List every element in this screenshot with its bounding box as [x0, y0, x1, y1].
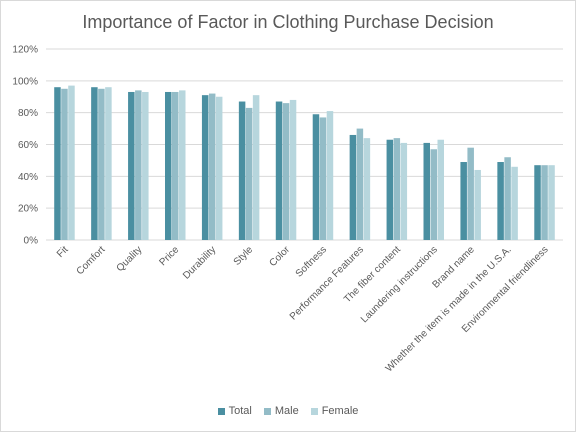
legend-label: Male [274, 405, 299, 417]
bar-total [534, 165, 541, 240]
bar-female [474, 169, 481, 240]
y-tick-label: 20% [18, 204, 38, 215]
legend-item-female: Female [310, 405, 359, 417]
bar-female [363, 138, 371, 240]
bar-male [467, 147, 474, 240]
bar-female [511, 166, 518, 240]
bar-male [356, 128, 364, 240]
x-tick-label: Laundering instructions [359, 244, 440, 325]
legend-item-male: Male [263, 405, 299, 417]
bar-total [165, 91, 172, 240]
x-tick-label: Price [157, 244, 181, 268]
y-tick-label: 40% [18, 172, 38, 183]
bar-female [252, 95, 260, 241]
bar-total [386, 139, 394, 240]
legend-label: Female [321, 405, 359, 417]
legend: Total Male Female [1, 405, 575, 417]
y-tick-label: 80% [18, 108, 38, 119]
legend-swatch [310, 407, 318, 415]
plot-area: 0% 20% 40% 60% 80% 100% 120% Fit Comfort Quality P… [12, 45, 563, 374]
x-tick-label: Comfort [75, 244, 108, 277]
legend-label: Total [228, 405, 252, 417]
bar-total [460, 162, 467, 240]
x-tick-label: Style [232, 244, 256, 268]
legend-item-total: Total [217, 405, 252, 417]
bar-male [61, 88, 68, 241]
x-tick-label: Quality [115, 244, 145, 274]
bar-male [98, 88, 105, 241]
legend-swatch [217, 407, 225, 415]
bar-male [172, 91, 179, 240]
x-tick-label: Color [267, 244, 292, 269]
chart-title: Importance of Factor in Clothing Purchas… [82, 12, 494, 32]
bar-total [128, 91, 135, 240]
x-tick-label: Fit [55, 244, 71, 260]
bar-total [201, 95, 209, 241]
bar-male [430, 149, 437, 240]
bar-total [91, 87, 98, 240]
bar-total [497, 162, 504, 240]
bar-total [349, 134, 357, 240]
bar-female [142, 91, 149, 240]
bar-male [319, 117, 327, 240]
bar-female [437, 139, 444, 240]
bar-female [68, 85, 75, 240]
y-tick-label: 120% [12, 45, 38, 56]
bar-female [326, 111, 334, 240]
y-tick-label: 0% [24, 236, 39, 247]
bar-female [289, 99, 297, 240]
bar-female [548, 165, 555, 240]
bar-female [215, 96, 223, 240]
x-tick-label: Softness [294, 244, 329, 279]
bar-male [504, 157, 511, 240]
bar-female [179, 90, 186, 240]
y-tick-label: 100% [12, 76, 38, 87]
bar-male [208, 93, 216, 240]
bar-male [541, 165, 548, 240]
bar-male [282, 103, 290, 240]
bar-male [393, 138, 401, 240]
bar-total [423, 142, 430, 240]
bar-male [245, 107, 253, 241]
x-tick-label: Performance Features [288, 244, 366, 322]
legend-swatch [263, 407, 271, 415]
bar-total [275, 101, 283, 241]
y-tick-label: 60% [18, 140, 38, 151]
bar-total [238, 101, 246, 241]
bar-total [54, 87, 61, 240]
bar-total [312, 114, 320, 240]
bar-female [105, 87, 112, 240]
bar-male [135, 90, 142, 240]
x-tick-label: Durability [181, 244, 218, 281]
bar-female [400, 142, 408, 240]
